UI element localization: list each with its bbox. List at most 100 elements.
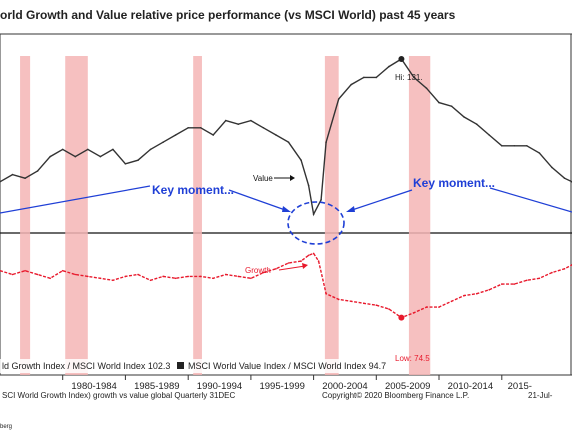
chart-title: orld Growth and Value relative price per… [0,8,456,22]
key-moment-arrow-right [348,189,413,212]
value-point [99,155,102,158]
growth-point [237,275,240,278]
x-tick-label: 1995-1999 [259,381,304,392]
growth-point [337,298,340,301]
value-point [475,123,478,125]
hi-point-marker [398,56,405,63]
growth-point [501,283,503,285]
value-point [563,177,566,179]
growth-point [124,275,127,278]
legend: ld Growth Index / MSCI World Index 102.3… [0,359,386,373]
value-point [350,83,353,86]
value-point [162,141,164,143]
key-moment-arrowhead-left [282,206,291,212]
growth-point [0,269,1,272]
value-point [438,101,440,104]
value-point [124,163,127,165]
growth-point [250,277,252,280]
x-tick-label: 1985-1989 [134,381,179,392]
value-point [187,127,189,129]
value-point [463,116,465,118]
value-point [275,134,277,136]
value-point [74,155,77,158]
growth-series-label: Growth [245,266,271,275]
growth-point [413,312,415,314]
x-tick-label: 2005-2009 [385,381,430,392]
growth-point [538,277,541,280]
x-axis-ticks: 1980-1984 1985-1989 1990-1994 1995-1999 2000… [62,375,532,392]
growth-point [24,269,26,272]
growth-point [187,275,189,278]
value-series-label: Value [253,174,273,183]
key-moment-label-right: Key moment... [413,176,495,190]
growth-point [488,289,491,291]
value-point [388,65,390,68]
value-point [307,184,310,187]
value-point [488,134,491,136]
value-point [36,170,39,172]
x-tick-label: 1980-1984 [71,381,116,392]
footer-description: SCI World Growth Index) growth vs value … [2,391,236,400]
value-point [212,134,214,136]
growth-point [225,273,227,276]
value-point [149,148,152,151]
series-lines [0,56,572,321]
growth-point [262,271,265,274]
value-point [337,98,340,100]
x-tick-label: 2000-2004 [322,381,367,392]
value-point [262,127,265,129]
value-point [225,119,227,122]
growth-point [199,275,202,278]
footer-date: 21-Jul- [528,391,553,400]
legend-growth: ld Growth Index / MSCI World Index 102.3 [2,361,170,371]
value-point [49,155,51,158]
value-point [325,141,327,143]
low-label: Low: 74.5 [395,354,430,363]
value-point [300,159,302,161]
low-point-marker [398,314,405,321]
growth-point [563,268,566,270]
growth-point [475,292,478,295]
key-trend-line-left [0,185,151,214]
growth-point [450,300,453,303]
growth-label-arrowhead [302,263,308,269]
growth-point [36,273,39,276]
value-point [137,159,139,161]
footer-copyright: Copyright© 2020 Bloomberg Finance L.P. [322,391,469,400]
growth-point [350,300,353,303]
value-point [87,148,89,151]
legend-value: MSCI World Value Index / MSCI World Inde… [188,361,386,371]
legend-value-swatch [177,362,184,369]
x-tick-label: 2010-2014 [448,381,493,392]
value-label-arrowhead [290,175,295,181]
growth-point [137,273,139,276]
value-point [112,148,114,151]
value-point [250,119,252,122]
hi-label: Hi: 131. [395,73,423,82]
value-point [61,148,64,151]
recession-band [408,56,431,375]
growth-point [312,252,315,255]
value-point [320,199,322,201]
key-trend-line-right [489,187,572,213]
value-point [174,134,177,136]
value-point [24,177,26,179]
value-point [425,87,428,89]
value-point [501,145,503,147]
growth-point [325,292,327,295]
growth-point [438,306,440,308]
value-point [526,145,528,147]
key-moment-arrowhead-right [346,206,355,212]
value-point [287,141,290,143]
growth-point [287,262,290,264]
x-tick-label: 1990-1994 [197,381,242,392]
value-point [538,152,541,154]
growth-label-arrow [278,265,306,271]
value-point [363,76,365,79]
growth-point [87,275,89,278]
growth-point [388,308,390,310]
growth-point [174,277,177,280]
value-point [0,181,1,183]
growth-point [551,271,553,274]
